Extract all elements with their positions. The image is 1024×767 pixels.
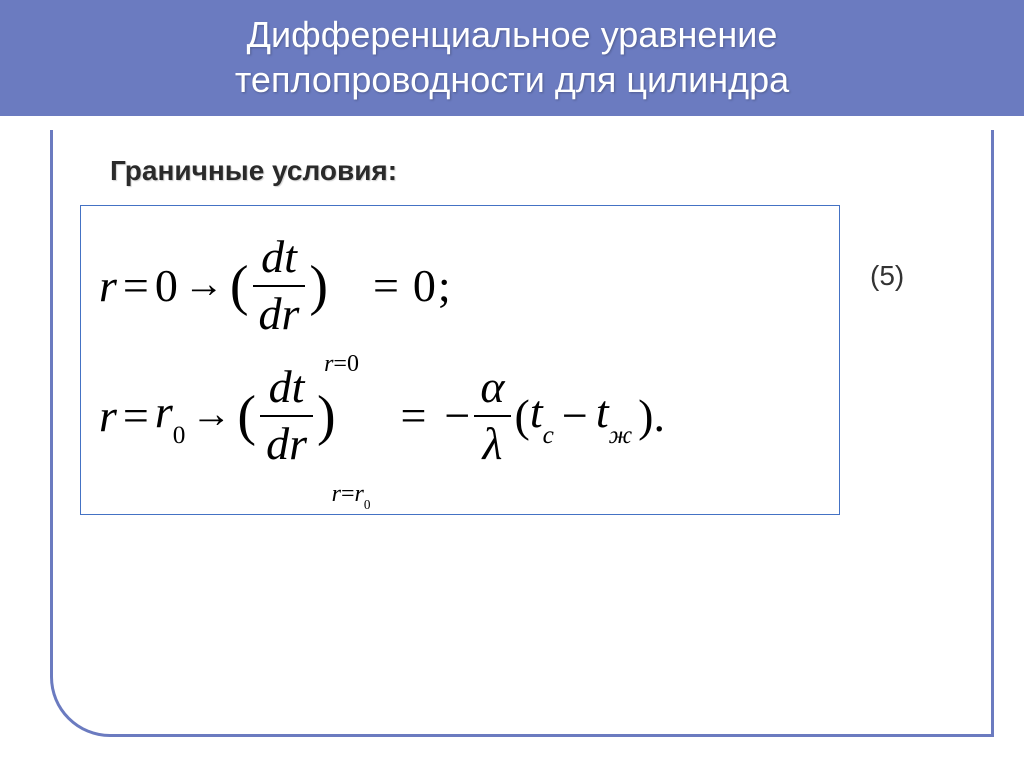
bc1-r: r [99, 263, 117, 309]
bc2-alpha-lambda: α λ [474, 362, 510, 469]
bc2-tc-c: с [543, 421, 554, 449]
title-line1: Дифференциальное уравнение [247, 14, 778, 55]
bc2-subscript: r=r0 [332, 482, 371, 506]
bc2-eq2: = [400, 393, 426, 439]
bc2-close2: ) [638, 393, 653, 439]
fraction-bar [253, 285, 306, 287]
bc2-period: . [653, 393, 665, 439]
equation-number: (5) [870, 260, 904, 292]
slide-header: Дифференциальное уравнение теплопроводно… [0, 0, 1024, 116]
bc2-tzh-t: t [596, 386, 609, 437]
bc2-minus2: − [562, 393, 588, 439]
bc1-rhs-zero: 0 [413, 263, 436, 309]
bc1-dtdr: dt dr [253, 232, 306, 339]
boundary-conditions-subtitle: Граничные условия: [110, 155, 397, 187]
slide-title: Дифференциальное уравнение теплопроводно… [0, 12, 1024, 102]
bc2-close-paren: ) [317, 388, 336, 444]
bc2-open2: ( [515, 393, 530, 439]
bc1-eq1: = [123, 263, 149, 309]
bc1-dr: dr [253, 289, 306, 340]
bc2-r0: r0 [155, 389, 186, 442]
equation-box: r = 0 → ( dt dr ) r=0 = 0 ; r = r0 → ( d… [80, 205, 840, 515]
bc2-open-paren: ( [237, 388, 256, 444]
bc2-tc: tс [530, 389, 554, 442]
bc1-close-paren: ) [309, 258, 328, 314]
bc1-sub-0: 0 [347, 351, 359, 377]
bc2-sub-r0r: r [355, 481, 364, 507]
boundary-condition-2: r = r0 → ( dt dr ) r=r0 = − α λ ( tс − t… [99, 356, 821, 476]
bc2-tzh: tж [596, 389, 632, 442]
bc2-sub-eq: = [341, 481, 355, 507]
bc2-r: r [99, 393, 117, 439]
bc2-lambda: λ [476, 419, 508, 470]
bc1-arrow: → [184, 264, 224, 304]
bc1-semicolon: ; [438, 263, 451, 309]
bc2-minus: − [444, 393, 470, 439]
bc2-r0-0: 0 [173, 421, 186, 449]
bc2-tc-t: t [530, 386, 543, 437]
bc2-r0-r: r [155, 386, 173, 437]
fraction-bar [260, 415, 313, 417]
boundary-condition-1: r = 0 → ( dt dr ) r=0 = 0 ; [99, 226, 821, 346]
bc1-open-paren: ( [230, 258, 249, 314]
bc2-alpha: α [474, 362, 510, 413]
bc2-sub-r: r [332, 481, 341, 507]
bc2-tzh-zh: ж [609, 421, 633, 449]
bc1-sub-eq: = [333, 351, 347, 377]
bc1-eq2: = [373, 263, 399, 309]
bc2-sub-r0-0: 0 [364, 497, 371, 512]
bc1-subscript: r=0 [324, 352, 359, 376]
bc1-zero: 0 [155, 263, 178, 309]
bc1-dt: dt [255, 232, 303, 283]
fraction-bar [474, 415, 510, 417]
bc2-arrow: → [191, 394, 231, 434]
bc2-dr: dr [260, 419, 313, 470]
bc2-eq1: = [123, 393, 149, 439]
bc2-dtdr: dt dr [260, 362, 313, 469]
bc2-dt: dt [263, 362, 311, 413]
title-line2: теплопроводности для цилиндра [235, 59, 789, 100]
